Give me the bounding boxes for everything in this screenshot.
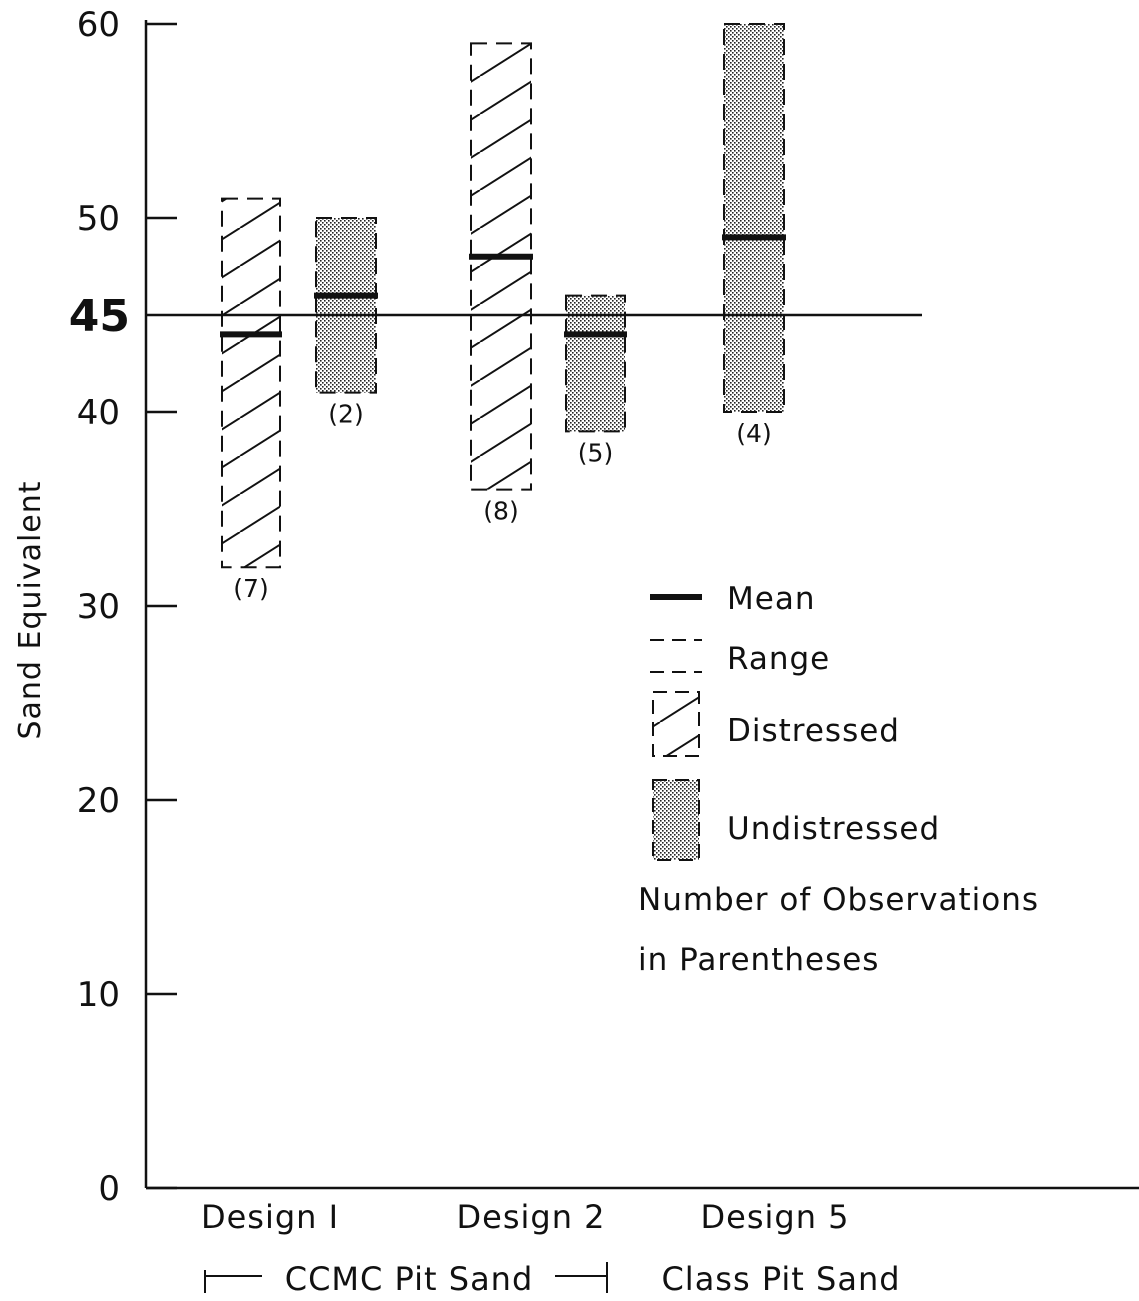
legend-note-line-1: Number of Observations xyxy=(638,882,1039,918)
count-label-distressed-design-2: (8) xyxy=(483,497,518,526)
y-tick-label: 40 xyxy=(77,393,120,433)
category-label-design-2: Design 2 xyxy=(456,1198,605,1236)
legend-mean-label: Mean xyxy=(727,581,815,617)
legend-undistressed-swatch xyxy=(652,779,700,861)
group-bracket-ccmc xyxy=(204,1262,608,1293)
legend-note-line-2: in Parentheses xyxy=(638,942,879,978)
y-axis-title: Sand Equivalent xyxy=(13,480,48,739)
y-tick-label: 0 xyxy=(98,1169,120,1209)
legend-range-swatch xyxy=(650,639,702,673)
count-label-distressed-design-i: (7) xyxy=(233,574,268,603)
reference-line-label: 45 xyxy=(69,291,130,342)
range-box-undistressed-design-5 xyxy=(723,23,785,413)
legend-distressed-swatch xyxy=(652,691,700,757)
legend: Mean Range Distressed Undistressed Numbe… xyxy=(638,581,1039,978)
category-label-design-5: Design 5 xyxy=(700,1198,849,1236)
y-tick-label: 30 xyxy=(77,587,120,627)
range-box-undistressed-design-2 xyxy=(565,294,626,433)
range-box-distressed-design-2 xyxy=(470,42,532,491)
range-box-undistressed-design-i xyxy=(315,217,377,394)
group-label-class-pit: Class Pit Sand xyxy=(661,1260,900,1298)
y-tick-label: 60 xyxy=(77,5,120,45)
count-label-undistressed-design-5: (4) xyxy=(736,419,771,448)
range-box-distressed-design-i xyxy=(221,197,281,569)
y-tick-label: 20 xyxy=(77,781,120,821)
legend-range-label: Range xyxy=(727,641,830,677)
count-label-undistressed-design-2: (5) xyxy=(578,438,613,467)
count-label-undistressed-design-i: (2) xyxy=(328,400,363,429)
y-tick-label: 10 xyxy=(77,975,120,1015)
group-label-ccmc: CCMC Pit Sand xyxy=(285,1260,534,1298)
category-label-design-1: Design I xyxy=(201,1198,339,1236)
y-tick-label: 50 xyxy=(77,199,120,239)
legend-distressed-label: Distressed xyxy=(727,713,900,749)
legend-undistressed-label: Undistressed xyxy=(727,811,940,847)
